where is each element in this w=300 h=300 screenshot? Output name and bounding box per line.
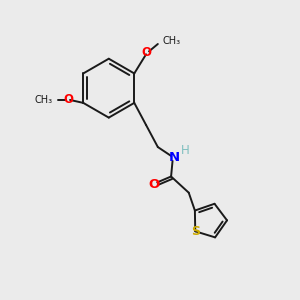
Text: H: H	[181, 144, 190, 158]
Text: CH₃: CH₃	[162, 36, 180, 46]
Text: O: O	[141, 46, 151, 59]
Text: O: O	[64, 93, 74, 106]
Text: CH₃: CH₃	[34, 95, 52, 105]
Text: N: N	[169, 151, 180, 164]
Text: S: S	[191, 225, 200, 238]
Text: O: O	[149, 178, 160, 191]
